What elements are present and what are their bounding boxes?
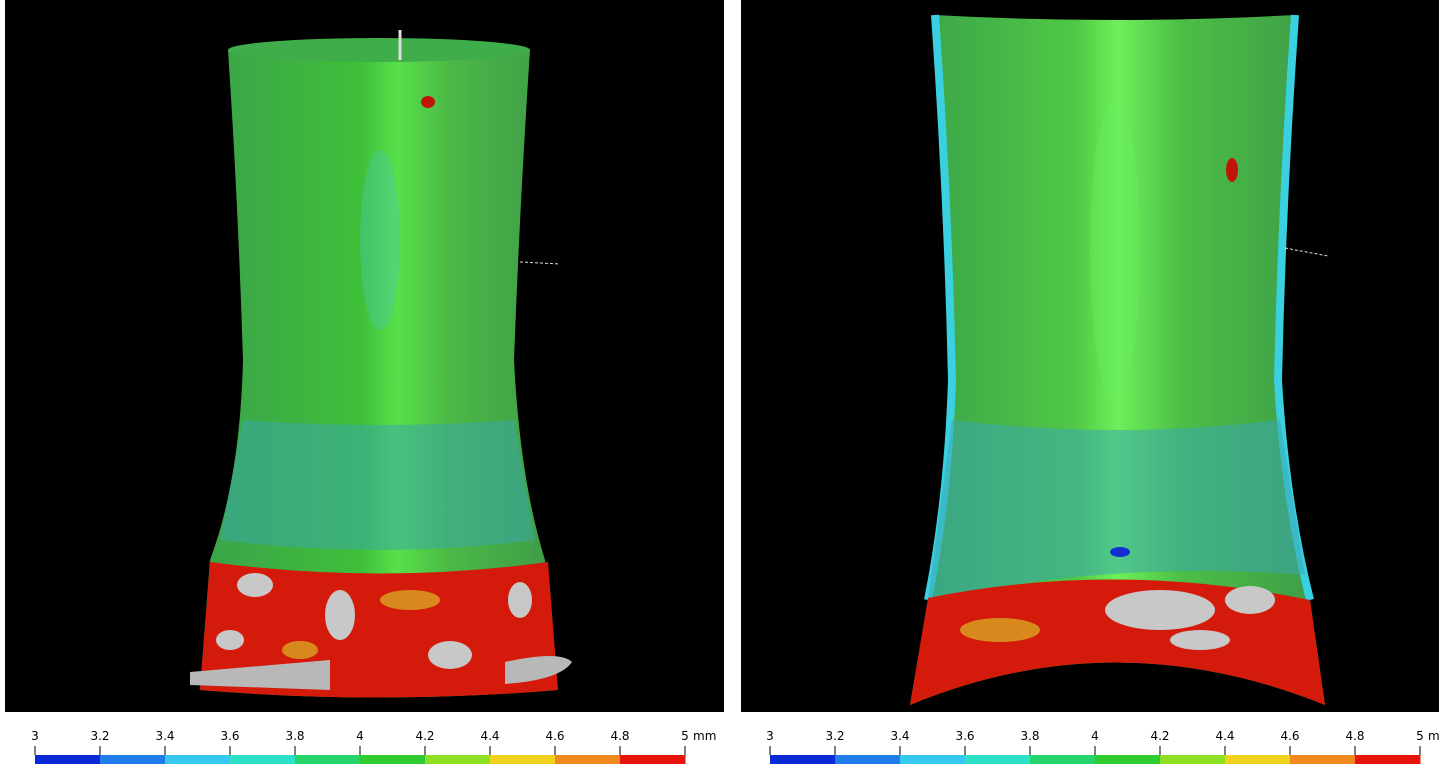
colorbar-tick-label: 3.2 (90, 729, 109, 743)
colorbar-segment (1225, 755, 1291, 764)
colorbar-segment (425, 755, 491, 764)
colorbar-segment (835, 755, 901, 764)
colorbar-tick-label: 5 (681, 729, 689, 743)
colorbar-segment (230, 755, 296, 764)
colorbar-segment (360, 755, 426, 764)
colorbar-tick-label: 3.8 (285, 729, 304, 743)
colorbar-segment (555, 755, 621, 764)
colorbar-segment (165, 755, 231, 764)
colorbar-unit: mm (693, 729, 716, 743)
colorbar-tick-label: 4.6 (1280, 729, 1299, 743)
colorbar-segment (295, 755, 361, 764)
colorbar-tick-label: 4 (356, 729, 364, 743)
page: 3 3.2 3.4 3.6 3.8 4 4.2 4.4 4.6 4.8 5 mm 3 3.2 3.4 3.6 3… (0, 0, 1439, 774)
colorbar-tick-label: 3 (766, 729, 774, 743)
colorbar-tick-label: 3.6 (220, 729, 239, 743)
colorbar-tick-label: 4.2 (415, 729, 434, 743)
scan-view: 3 3.2 3.4 3.6 3.8 4 4.2 4.4 4.6 4.8 5 mm 3 3.2 3.4 3.6 3… (0, 0, 1439, 774)
colorbar-tick-label: 4.8 (1345, 729, 1364, 743)
colorbar-segment (35, 755, 101, 764)
colorbar-segment (100, 755, 166, 764)
colorbar-segment (490, 755, 556, 764)
colorbar-tick-label: 4.6 (545, 729, 564, 743)
colorbar-tick-label: 4.2 (1150, 729, 1169, 743)
colorbar-segment (1355, 755, 1421, 764)
colorbar-tick-label: 3.6 (955, 729, 974, 743)
colorbar-tick-label: 4 (1091, 729, 1099, 743)
colorbar-segment (1030, 755, 1096, 764)
colorbar-tick-label: 4.8 (610, 729, 629, 743)
colorbar-tick-label: 4.4 (1215, 729, 1234, 743)
colorbar-tick-label: 3 (31, 729, 39, 743)
colorbar-segment (1290, 755, 1356, 764)
colorbar-tick-label: 5 (1416, 729, 1424, 743)
colorbar-tick-label: 4.4 (480, 729, 499, 743)
colorbar-segment (1160, 755, 1226, 764)
colorbar-tick-label: 3.2 (825, 729, 844, 743)
colorbar-segment (900, 755, 966, 764)
colorbar-tick-label: 3.4 (890, 729, 909, 743)
colorbar-segment (965, 755, 1031, 764)
colorbar-unit: mm (1428, 729, 1439, 743)
colorbar-tick-label: 3.8 (1020, 729, 1039, 743)
colorbar-segment (620, 755, 686, 764)
colorbar-tick-label: 3.4 (155, 729, 174, 743)
colorbar-segment (1095, 755, 1161, 764)
colorbar-segment (770, 755, 836, 764)
right-scan (910, 15, 1328, 705)
